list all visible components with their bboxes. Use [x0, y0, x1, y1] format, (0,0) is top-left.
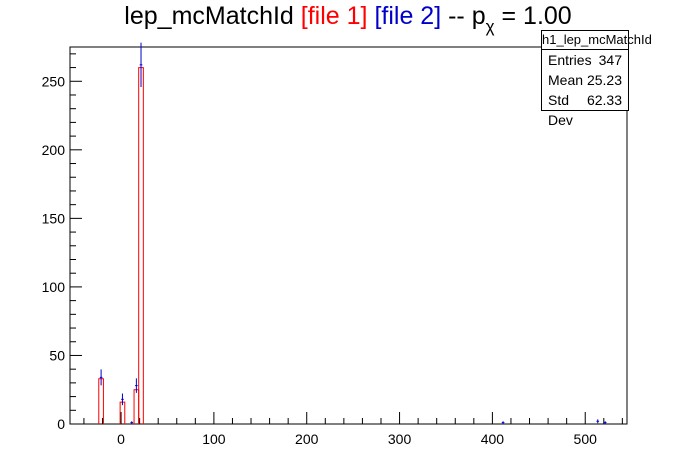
- plot-frame: [69, 46, 628, 425]
- title-pvalue: = 1.00: [501, 2, 572, 30]
- stats-value: 62.33: [586, 92, 622, 108]
- x-tick-label: 300: [388, 431, 412, 447]
- stats-label: Std Dev: [548, 92, 573, 128]
- stats-label: Entries: [548, 52, 592, 68]
- title-main: lep_mcMatchId: [124, 2, 294, 30]
- y-tick-label: 50: [49, 347, 65, 363]
- stats-value: 25.23: [586, 72, 622, 88]
- x-tick-label: 500: [574, 431, 598, 447]
- y-tick-label: 0: [57, 416, 65, 432]
- file1-bar: [133, 389, 140, 424]
- title-sep: --: [448, 2, 465, 30]
- y-tick-label: 150: [42, 210, 66, 226]
- x-tick-label: 400: [481, 431, 505, 447]
- title-file2: [file 2]: [374, 2, 442, 30]
- stats-row-mean: Mean 25.23: [542, 70, 628, 90]
- stats-box: h1_lep_mcMatchId Entries 347 Mean 25.23 …: [541, 30, 652, 128]
- file1-bar: [98, 378, 104, 424]
- stats-row-entries: Entries 347: [542, 50, 628, 70]
- x-tick-label: 200: [295, 431, 319, 447]
- x-tick-label: 0: [117, 431, 125, 447]
- y-tick-label: 250: [42, 73, 66, 89]
- stats-value: 347: [598, 52, 622, 68]
- title-chi: χ: [485, 17, 495, 36]
- title-file1: [file 1]: [300, 2, 368, 30]
- x-tick-label: 100: [202, 431, 226, 447]
- title-p: p: [471, 2, 486, 30]
- stats-row-stddev: Std Dev 62.33: [542, 90, 628, 128]
- y-tick-label: 100: [42, 279, 66, 295]
- chart-title: lep_mcMatchId [file 1] [file 2] -- pχ = …: [0, 2, 696, 36]
- stats-label: Mean: [548, 72, 584, 88]
- y-tick-label: 200: [42, 142, 66, 158]
- stats-name: h1_lep_mcMatchId: [542, 31, 652, 50]
- file1-bar: [138, 67, 144, 424]
